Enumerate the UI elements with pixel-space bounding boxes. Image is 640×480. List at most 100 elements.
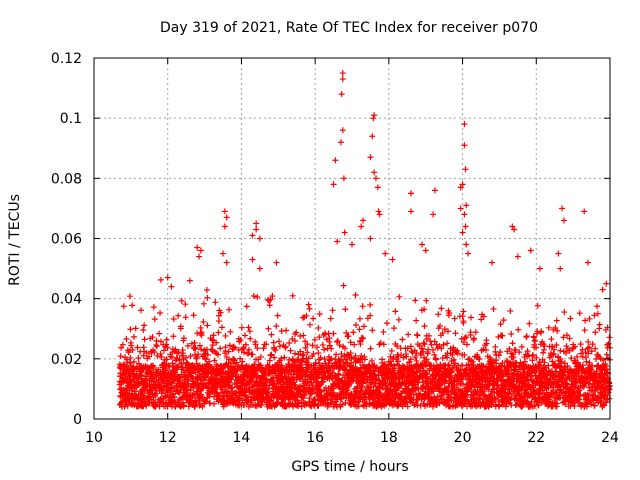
data-point [178,360,185,367]
data-point [462,223,469,230]
data-point [383,320,390,327]
data-point [213,339,220,346]
x-tick-label: 10 [85,430,103,446]
data-point [153,337,160,344]
data-point [203,398,210,405]
data-point [280,381,287,388]
data-point [256,265,263,272]
data-point [430,211,437,218]
data-point [276,343,283,350]
data-point [581,208,588,215]
data-point [276,338,283,345]
data-point [292,382,299,389]
data-point [267,296,274,303]
data-point [247,335,254,342]
data-point [368,384,375,391]
data-point [290,357,297,364]
data-point [497,349,504,356]
data-point [472,329,479,336]
data-point [395,316,402,323]
data-point [305,301,312,308]
data-point [211,400,218,407]
data-point [249,232,256,239]
x-tick-label: 20 [454,430,472,446]
data-point [310,315,317,322]
data-point [152,390,159,397]
data-point [330,330,337,337]
data-point [180,335,187,342]
data-point [158,354,165,361]
data-point [603,351,610,358]
data-point [338,350,345,357]
data-point [343,329,350,336]
data-point [356,326,363,333]
data-point [225,363,232,370]
data-point [180,350,187,357]
data-point [193,398,200,405]
data-point [467,314,474,321]
data-point [583,358,590,365]
data-point [204,294,211,301]
data-point [196,362,203,369]
data-point [370,115,377,122]
data-point [527,247,534,254]
data-point [314,344,321,351]
data-point [412,297,419,304]
data-point [340,282,347,289]
data-point [281,354,288,361]
data-point [557,265,564,272]
data-point [461,335,468,342]
data-point [584,259,591,266]
data-point [295,403,302,410]
data-point [336,342,343,349]
data-point [195,351,202,358]
data-point [333,351,340,358]
data-point [117,353,124,360]
data-point [581,327,588,334]
data-point [560,217,567,224]
data-point [294,397,301,404]
data-point [460,308,467,315]
data-point [380,341,387,348]
data-point [206,358,213,365]
data-point [351,341,358,348]
data-point [243,303,250,310]
data-point [392,308,399,315]
data-point [254,294,261,301]
data-point [168,283,175,290]
data-point [226,342,233,349]
data-point [463,241,470,248]
data-point [282,343,289,350]
data-point [160,388,167,395]
data-point [223,259,230,266]
data-point [347,350,354,357]
data-point [300,351,307,358]
data-point [292,393,299,400]
data-point [202,374,209,381]
data-point [157,350,164,357]
data-point [444,340,451,347]
data-point [266,357,273,364]
data-point [337,356,344,363]
data-point [227,328,234,335]
data-point [526,320,533,327]
data-point [540,349,547,356]
data-point [518,343,525,350]
data-point [268,351,275,358]
data-point [226,382,233,389]
data-point [196,342,203,349]
data-point [191,339,198,346]
data-point [557,347,564,354]
data-point [241,349,248,356]
data-point [273,259,280,266]
data-point [222,344,229,351]
data-point [347,339,354,346]
data-point [339,127,346,134]
data-point [334,337,341,344]
data-point [431,187,438,194]
data-point [169,360,176,367]
data-point [179,352,186,359]
data-point [367,312,374,319]
data-point [283,327,290,334]
data-point [352,365,359,372]
